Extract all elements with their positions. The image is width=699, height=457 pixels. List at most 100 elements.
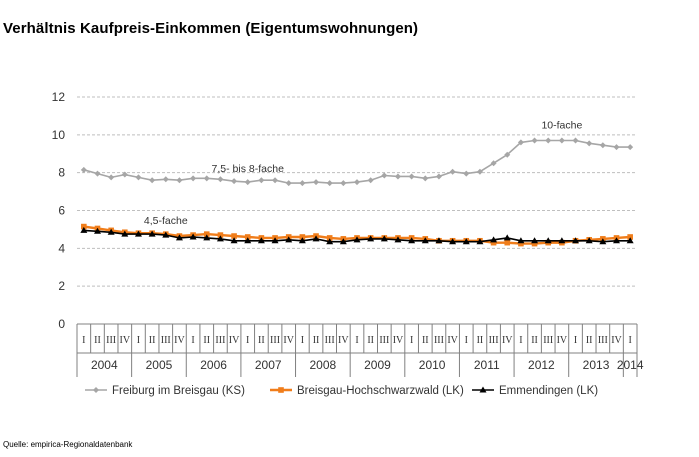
quarter-label: IV [174,335,185,346]
year-label: 2006 [200,358,227,372]
quarter-label: I [355,335,358,346]
legend-swatch-marker [479,386,487,393]
quarter-label: IV [283,335,294,346]
data-point [517,139,524,146]
data-point [80,166,87,173]
quarter-label: III [434,335,444,346]
axes [76,323,638,377]
data-point [257,237,265,244]
data-point [476,238,484,245]
quarter-label: III [598,335,608,346]
data-point [627,234,633,240]
legend-label: Freiburg im Breisgau (KS) [112,385,245,397]
quarter-label: IV [393,335,404,346]
quarter-label: II [477,335,484,346]
series-2 [80,226,634,245]
year-label: 2013 [583,358,610,372]
data-point [121,171,128,178]
data-point [176,177,183,184]
data-point [148,230,156,237]
data-point [175,234,183,241]
quarter-label: IV [611,335,622,346]
y-tick-label: 6 [58,204,65,218]
year-label: 2014 [617,358,644,372]
data-point [463,170,470,177]
data-point [285,236,293,243]
data-point [326,180,333,187]
data-point [217,232,224,238]
quarter-label: III [215,335,225,346]
data-point [422,175,429,182]
quarter-label: III [325,335,335,346]
data-point [627,144,634,151]
data-point [354,179,360,186]
data-point [326,235,333,241]
data-point [408,237,416,244]
data-point [476,168,483,175]
quarter-label: III [161,335,171,346]
data-point [231,233,237,239]
data-point [531,237,539,244]
legend: Freiburg im Breisgau (KS) Breisgau-Hochsc… [85,385,598,397]
legend-swatch-marker [278,387,284,393]
data-point [380,235,388,242]
data-point [531,137,538,144]
quarter-label: III [106,335,116,346]
year-label: 2010 [419,358,446,372]
quarter-label: II [313,335,320,346]
data-point [517,237,525,244]
data-point [108,174,115,181]
quarter-label: II [422,335,429,346]
quarter-label: IV [338,335,349,346]
data-point [203,231,210,237]
annotation-label: 10-fache [541,120,582,132]
data-point [572,137,579,144]
data-point [121,230,129,237]
data-point [149,177,156,184]
y-axis-ticks: 0 2 4 6 8 10 12 [52,90,66,331]
data-point [435,237,443,244]
data-point [81,223,87,230]
quarter-label: I [191,335,194,346]
year-label: 2007 [255,358,282,372]
data-point [162,176,169,183]
legend-label: Emmendingen (LK) [499,385,598,397]
data-point [244,237,252,244]
data-point [107,228,115,235]
legend-item-0: Freiburg im Breisgau (KS) [85,385,245,397]
data-point [504,239,511,246]
year-label: 2005 [146,358,173,372]
data-point [272,177,279,184]
quarter-label: II [531,335,538,346]
data-point [216,235,224,242]
y-tick-label: 2 [58,279,65,293]
data-point [394,236,402,243]
legend-item-1: Breisgau-Hochschwarzwald (LK) [270,385,464,397]
data-point [134,230,142,237]
data-point [312,235,320,242]
data-point [285,180,292,187]
x-axis-categories: I II III IV I II III IV I II III IV I II III IV I II III IV… [82,335,644,372]
quarter-label: I [410,335,413,346]
data-point [313,179,320,186]
legend-label: Breisgau-Hochschwarzwald (LK) [297,385,464,397]
data-point [135,174,142,181]
data-point [613,237,621,244]
data-point [421,237,429,244]
data-point [94,170,101,177]
data-point [258,177,265,184]
year-label: 2009 [364,358,391,372]
year-label: 2012 [528,358,555,372]
quarter-label: I [82,335,85,346]
data-point [353,236,361,243]
data-point [381,172,388,179]
quarter-label: III [489,335,499,346]
data-point [490,236,498,243]
quarter-label: I [137,335,140,346]
data-point [531,240,538,247]
data-point [462,238,470,245]
quarter-label: II [94,335,101,346]
data-point [558,137,565,144]
data-point [326,238,334,245]
